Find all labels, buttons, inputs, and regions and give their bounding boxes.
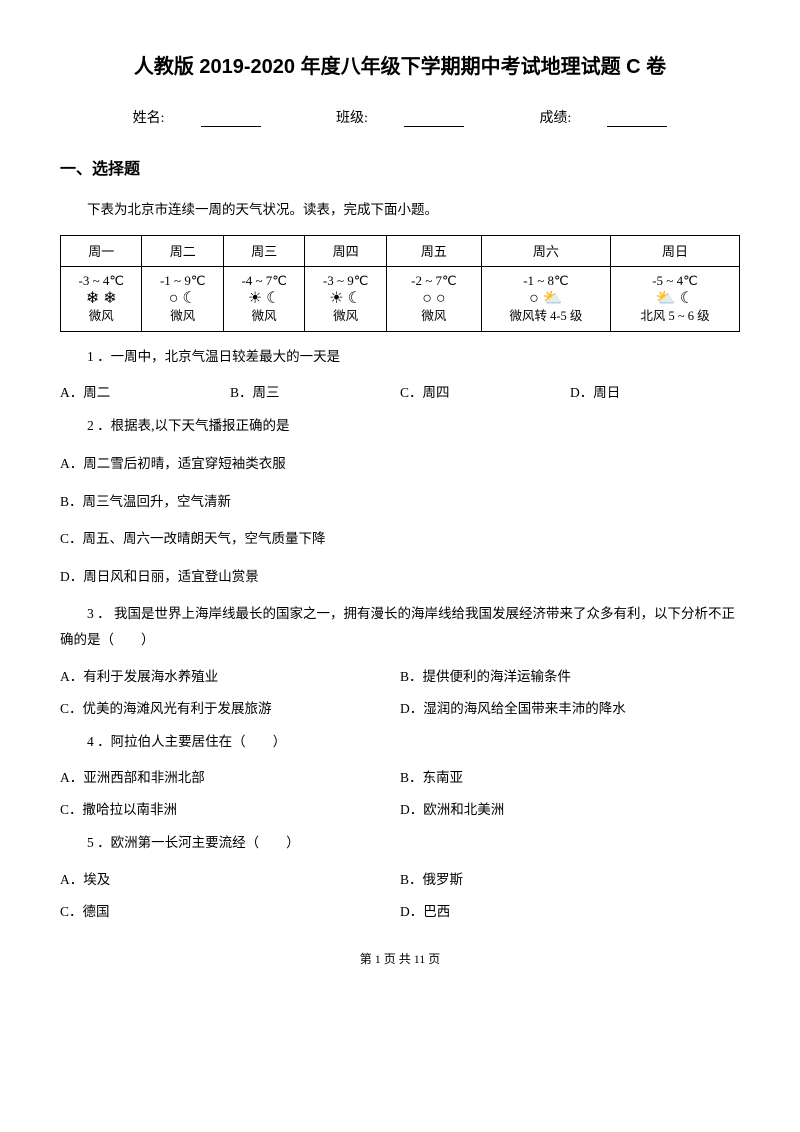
weather-cell: -1 ~ 8℃○ ⛅微风转 4-5 级 [481, 266, 610, 331]
score-blank[interactable] [607, 112, 667, 127]
q2-opt-c[interactable]: C．周五、周六一改晴朗天气，空气质量下降 [60, 526, 740, 552]
weather-icon: ○ ⛅ [484, 290, 608, 309]
weather-cell: -3 ~ 9℃☀ ☾微风 [305, 266, 386, 331]
q1-opt-a[interactable]: A．周二 [60, 381, 230, 401]
q5-opt-c[interactable]: C．德国 [60, 900, 400, 920]
q4-opt-c[interactable]: C．撒哈拉以南非洲 [60, 798, 400, 818]
weather-header: 周四 [305, 235, 386, 266]
weather-header: 周日 [610, 235, 739, 266]
q5-options-row1: A．埃及 B．俄罗斯 [60, 868, 740, 888]
q4-opt-a[interactable]: A．亚洲西部和非洲北部 [60, 766, 400, 786]
page-footer: 第 1 页 共 11 页 [60, 950, 740, 967]
weather-cell: -4 ~ 7℃☀ ☾微风 [223, 266, 304, 331]
weather-icon: ○ ☾ [144, 290, 220, 309]
weather-cell: -5 ~ 4℃⛅ ☾北风 5 ~ 6 级 [610, 266, 739, 331]
weather-cell: -2 ~ 7℃○ ○微风 [386, 266, 481, 331]
q1-options: A．周二 B．周三 C．周四 D．周日 [60, 381, 740, 401]
student-info-line: 姓名: 班级: 成绩: [60, 107, 740, 127]
q1-stem: 1 ．一周中，北京气温日较差最大的一天是 [60, 344, 740, 370]
q3-opt-b[interactable]: B．提供便利的海洋运输条件 [400, 665, 740, 685]
q4-options-row2: C．撒哈拉以南非洲 D．欧洲和北美洲 [60, 798, 740, 818]
q2-opt-a[interactable]: A．周二雪后初晴，适宜穿短袖类衣服 [60, 451, 740, 477]
weather-header: 周六 [481, 235, 610, 266]
q2-opt-d[interactable]: D．周日风和日丽，适宜登山赏景 [60, 564, 740, 590]
q5-opt-a[interactable]: A．埃及 [60, 868, 400, 888]
section-heading: 一、选择题 [60, 155, 740, 179]
q5-opt-b[interactable]: B．俄罗斯 [400, 868, 740, 888]
q3-options-row1: A．有利于发展海水养殖业 B．提供便利的海洋运输条件 [60, 665, 740, 685]
q5-opt-d[interactable]: D．巴西 [400, 900, 740, 920]
q3-opt-d[interactable]: D．湿润的海风给全国带来丰沛的降水 [400, 697, 740, 717]
page-title: 人教版 2019-2020 年度八年级下学期期中考试地理试题 C 卷 [60, 50, 740, 79]
q3-stem: 3 ． 我国是世界上海岸线最长的国家之一，拥有漫长的海岸线给我国发展经济带来了众… [60, 601, 740, 652]
intro-text: 下表为北京市连续一周的天气状况。读表，完成下面小题。 [60, 197, 740, 223]
class-blank[interactable] [404, 112, 464, 127]
weather-header: 周一 [61, 235, 142, 266]
q3-opt-a[interactable]: A．有利于发展海水养殖业 [60, 665, 400, 685]
q2-stem: 2 ．根据表,以下天气播报正确的是 [60, 413, 740, 439]
q4-options-row1: A．亚洲西部和非洲北部 B．东南亚 [60, 766, 740, 786]
q5-stem: 5 ．欧洲第一长河主要流经（ ） [60, 830, 740, 856]
weather-header: 周五 [386, 235, 481, 266]
name-blank[interactable] [201, 112, 261, 127]
weather-icon: ❄ ❄ [63, 290, 139, 309]
weather-cell: -1 ~ 9℃○ ☾微风 [142, 266, 223, 331]
exam-page: 人教版 2019-2020 年度八年级下学期期中考试地理试题 C 卷 姓名: 班… [0, 0, 800, 997]
name-field: 姓名: [115, 111, 279, 126]
weather-icon: ☀ ☾ [226, 290, 302, 309]
score-field: 成绩: [521, 111, 685, 126]
weather-table: 周一周二周三周四周五周六周日 -3 ~ 4℃❄ ❄微风-1 ~ 9℃○ ☾微风-… [60, 235, 740, 332]
class-field: 班级: [318, 111, 482, 126]
q3-opt-c[interactable]: C．优美的海滩风光有利于发展旅游 [60, 697, 400, 717]
q4-opt-d[interactable]: D．欧洲和北美洲 [400, 798, 740, 818]
q1-opt-b[interactable]: B．周三 [230, 381, 400, 401]
q1-opt-d[interactable]: D．周日 [570, 381, 740, 401]
weather-icon: ⛅ ☾ [613, 290, 737, 309]
weather-cell: -3 ~ 4℃❄ ❄微风 [61, 266, 142, 331]
weather-header: 周三 [223, 235, 304, 266]
weather-icon: ○ ○ [389, 290, 479, 309]
q4-opt-b[interactable]: B．东南亚 [400, 766, 740, 786]
q2-opt-b[interactable]: B．周三气温回升，空气清新 [60, 489, 740, 515]
q5-options-row2: C．德国 D．巴西 [60, 900, 740, 920]
q1-opt-c[interactable]: C．周四 [400, 381, 570, 401]
q3-options-row2: C．优美的海滩风光有利于发展旅游 D．湿润的海风给全国带来丰沛的降水 [60, 697, 740, 717]
q4-stem: 4 ．阿拉伯人主要居住在（ ） [60, 729, 740, 755]
weather-icon: ☀ ☾ [307, 290, 383, 309]
weather-header: 周二 [142, 235, 223, 266]
